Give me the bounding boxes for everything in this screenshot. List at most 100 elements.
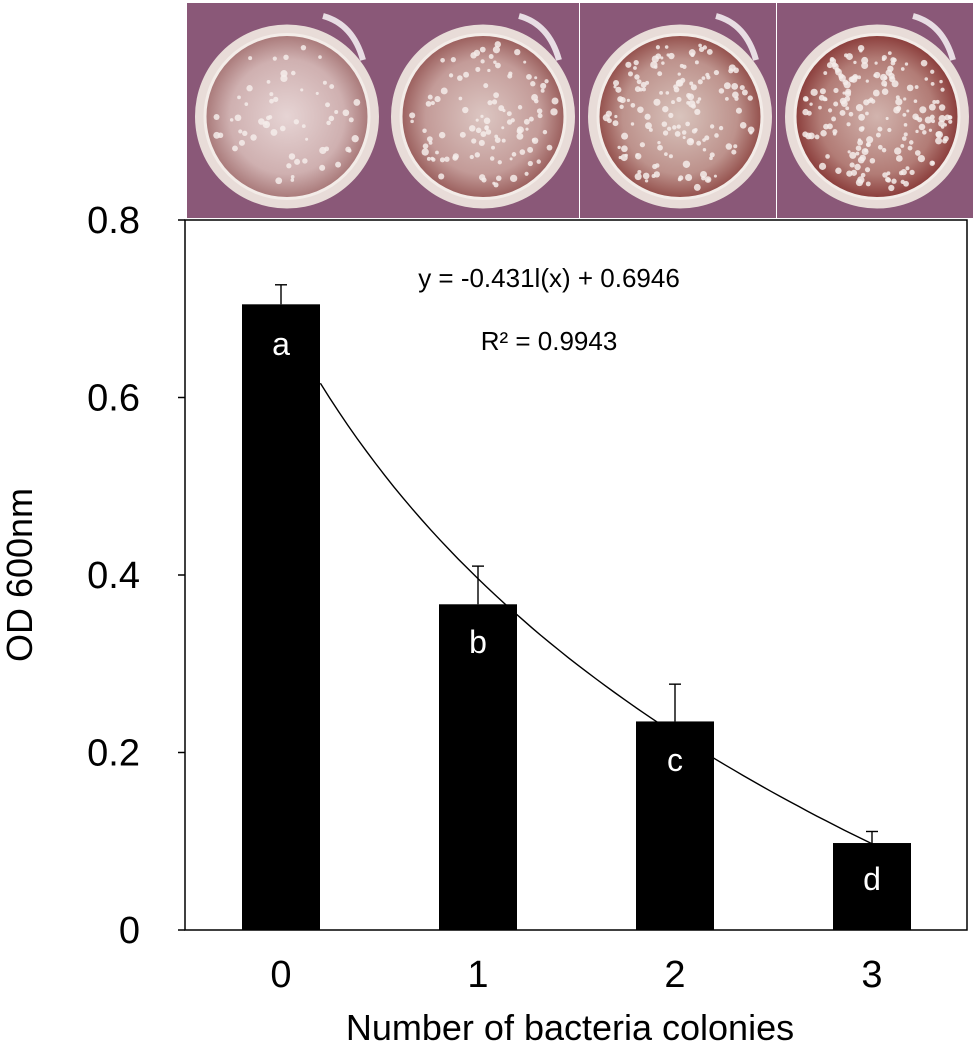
colony-dot — [474, 152, 480, 158]
colony-dot — [613, 85, 617, 89]
colony-dot — [457, 75, 463, 81]
colony-dot — [891, 178, 897, 184]
trendline-r-squared: R² = 0.9943 — [481, 326, 618, 356]
colony-dot — [907, 145, 913, 151]
colony-dot — [634, 173, 642, 181]
colony-dot — [885, 116, 889, 120]
y-tick-label: 0 — [119, 910, 140, 952]
colony-dot — [675, 79, 683, 87]
colony-dot — [642, 172, 650, 180]
colony-dot — [523, 118, 530, 125]
colony-dot — [914, 85, 919, 89]
colony-dot — [810, 88, 818, 96]
colony-dot — [831, 116, 837, 122]
colony-dot — [325, 102, 330, 108]
colony-dot — [272, 56, 277, 61]
colony-dot — [348, 117, 354, 123]
colony-dot — [526, 73, 532, 80]
colony-dot — [475, 66, 481, 72]
colony-dot — [661, 121, 668, 127]
colony-dot — [859, 48, 863, 53]
petri-dish-3 — [777, 3, 973, 218]
colony-dot — [483, 117, 491, 125]
colony-dot — [659, 90, 663, 95]
colony-dot — [530, 81, 536, 87]
colony-dot — [434, 96, 441, 103]
colony-dot — [685, 173, 693, 182]
y-tick-label: 0.8 — [87, 200, 140, 242]
colony-dot — [922, 130, 927, 135]
colony-dot — [668, 52, 675, 60]
colony-dot — [613, 79, 620, 87]
colony-dot — [469, 154, 474, 160]
colony-dot — [493, 92, 499, 99]
colony-dot — [648, 127, 653, 132]
colony-dot — [551, 97, 559, 105]
colony-dot — [859, 154, 866, 162]
colony-dot — [655, 45, 660, 50]
colony-dot — [697, 79, 703, 85]
colony-dot — [653, 98, 661, 106]
colony-dot — [835, 167, 842, 174]
colony-dot — [651, 55, 659, 63]
colony-dot — [524, 171, 529, 176]
colony-dot — [644, 179, 649, 183]
colony-dot — [654, 163, 660, 168]
colony-dot — [606, 118, 612, 124]
colony-dot — [839, 109, 846, 116]
colony-dot — [845, 106, 850, 111]
colony-dot — [480, 131, 487, 138]
colony-dot — [270, 128, 278, 136]
colony-dot — [913, 99, 918, 103]
colony-dot — [682, 160, 691, 168]
x-tick-label: 1 — [467, 954, 488, 996]
colony-dot — [492, 181, 496, 185]
colony-dot — [488, 54, 494, 59]
colony-dot — [827, 108, 833, 113]
colony-dot — [666, 53, 670, 57]
colony-dot — [855, 151, 860, 156]
significance-letter: a — [272, 326, 290, 362]
colony-dot — [718, 88, 725, 94]
colony-dot — [930, 69, 935, 74]
colony-dot — [242, 130, 248, 137]
colony-dot — [818, 162, 827, 170]
petri-dish-2 — [580, 3, 776, 218]
colony-dot — [290, 178, 295, 182]
colony-dot — [305, 137, 309, 141]
colony-dot — [450, 57, 456, 63]
colony-dot — [657, 144, 663, 151]
colony-dot — [818, 105, 822, 110]
colony-dot — [849, 151, 857, 159]
colony-dot — [478, 139, 485, 147]
colony-dot — [275, 177, 283, 185]
colony-dot — [724, 96, 729, 101]
colony-dot — [901, 136, 907, 141]
colony-dot — [428, 140, 433, 145]
colony-dot — [280, 70, 288, 78]
colony-dot — [887, 127, 892, 133]
photo-strip — [187, 3, 973, 218]
colony-dot — [634, 74, 640, 80]
colony-dot — [528, 116, 534, 122]
colony-dot — [213, 131, 221, 139]
colony-dot — [877, 144, 883, 150]
colony-dot — [915, 129, 919, 134]
colony-dot — [661, 61, 665, 65]
colony-dot — [690, 52, 695, 58]
colony-dot — [439, 157, 445, 163]
colony-dot — [525, 127, 529, 131]
colony-dot — [425, 100, 432, 107]
colony-dot — [494, 41, 501, 48]
colony-dot — [639, 142, 646, 148]
dish-medium — [203, 33, 371, 200]
colony-dot — [430, 156, 434, 161]
colony-dot — [802, 108, 809, 116]
colony-dot — [749, 131, 753, 135]
colony-dot — [302, 158, 308, 164]
colony-dot — [935, 137, 943, 145]
colony-dot — [833, 87, 839, 94]
colony-dot — [546, 144, 553, 151]
colony-dot — [883, 75, 888, 81]
colony-dot — [904, 62, 909, 66]
